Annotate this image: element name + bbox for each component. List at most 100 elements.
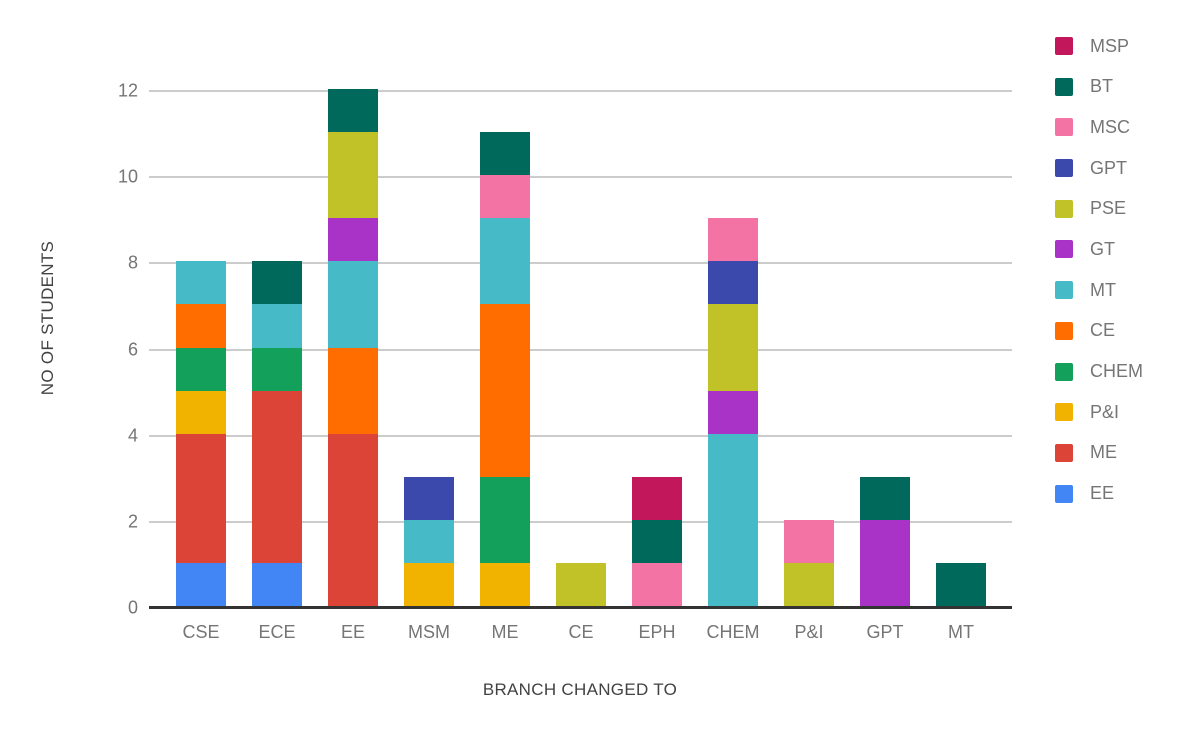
bar-ee [328,89,378,606]
legend-swatch-icon [1055,484,1073,503]
bar-segment-msc [708,218,758,262]
legend-swatch-icon [1055,240,1073,259]
legend-item-gt: GT [1055,238,1143,259]
legend-item-ee: EE [1055,483,1143,504]
bar-chem [708,218,758,606]
bar-segment-msp [632,476,682,520]
bar-segment-gt [708,390,758,434]
bar-segment-me [176,433,226,563]
legend-item-me: ME [1055,442,1143,463]
bar-segment-gt [860,519,910,606]
chart-legend: MSP BT MSC GPT PSE GT MT CE CHEM P&I ME EE [1055,35,1143,525]
bar-segment-msc [480,175,530,219]
legend-label: CE [1090,320,1116,341]
plot-area [149,89,1012,609]
x-axis-title: BRANCH CHANGED TO [482,680,678,699]
gridline-y-2 [149,520,1012,523]
legend-swatch-icon [1055,159,1073,178]
legend-item-pi: P&I [1055,401,1143,422]
bar-segment-bt [252,261,302,305]
legend-swatch-icon [1055,362,1073,381]
x-category-label-cse: CSE [182,622,220,642]
bar-segment-chem [176,347,226,391]
bar-pi [784,519,834,606]
bar-mt [936,562,986,606]
y-tick-label-4: 4 [127,425,138,446]
x-category-label-ce: CE [568,622,594,642]
bar-segment-chem [252,347,302,391]
bar-segment-me [252,390,302,563]
legend-swatch-icon [1055,199,1073,218]
legend-swatch-icon [1055,37,1073,55]
legend-item-gpt: GPT [1055,157,1143,178]
bar-segment-pse [784,562,834,606]
legend-label: BT [1090,76,1114,97]
gridline-y-10 [149,176,1012,179]
legend-swatch-icon [1055,443,1073,462]
bar-ce [556,562,606,606]
x-axis-line [149,606,1012,609]
bar-segment-msc [632,562,682,606]
bar-segment-me [328,433,378,606]
bar-segment-mt [708,433,758,606]
bar-segment-bt [328,89,378,133]
gridline-y-12 [149,90,1012,92]
x-category-label-ece: ECE [258,622,296,642]
x-category-label-chem: CHEM [706,622,760,642]
bar-segment-ee [252,562,302,606]
x-category-label-mt: MT [948,622,974,642]
legend-label: CHEM [1090,361,1143,381]
legend-item-mt: MT [1055,280,1143,300]
gridline-y-4 [149,434,1012,437]
bar-segment-pse [708,304,758,391]
x-category-label-msm: MSM [408,622,450,642]
bar-segment-mt [404,519,454,563]
legend-label: MSP [1090,35,1130,56]
bar-segment-bt [480,132,530,176]
x-category-label-gpt: GPT [866,622,904,642]
bar-segment-ce [480,304,530,477]
bar-me [480,132,530,606]
y-tick-label-12: 12 [117,80,138,101]
y-tick-label-8: 8 [127,252,138,273]
bar-eph [632,476,682,606]
bar-segment-pse [328,132,378,219]
legend-item-msp: MSP [1055,35,1143,56]
legend-label: MSC [1090,116,1130,137]
bar-ece [252,261,302,606]
legend-item-chem: CHEM [1055,361,1143,381]
y-tick-label-0: 0 [127,597,138,618]
legend-swatch-icon [1055,77,1073,96]
bar-segment-pse [556,562,606,606]
legend-label: P&I [1090,401,1120,422]
bar-segment-bt [632,519,682,563]
bar-segment-bt [936,562,986,606]
legend-label: GT [1090,238,1115,259]
legend-swatch-icon [1055,321,1073,340]
legend-item-ce: CE [1055,320,1143,341]
bar-segment-ce [328,347,378,434]
bar-segment-pi [480,562,530,606]
y-tick-label-2: 2 [127,511,138,532]
bar-segment-ee [176,562,226,606]
bar-segment-ce [176,304,226,348]
legend-label: EE [1090,483,1115,504]
x-category-label-ee: EE [340,622,365,642]
legend-item-msc: MSC [1055,116,1143,137]
bar-segment-mt [176,261,226,305]
bar-segment-gpt [404,476,454,520]
gridline-y-8 [149,262,1012,265]
bar-segment-gt [328,218,378,262]
bar-gpt [860,476,910,606]
x-category-label-pi: P&I [794,622,824,642]
bar-segment-pi [176,390,226,434]
legend-label: GPT [1090,157,1128,178]
bar-segment-mt [252,304,302,348]
gridline-y-6 [149,348,1012,351]
bar-segment-gpt [708,261,758,305]
legend-label: ME [1090,442,1117,463]
x-category-label-me: ME [491,622,519,642]
legend-swatch-icon [1055,281,1073,300]
legend-label: PSE [1090,198,1127,219]
bar-cse [176,261,226,606]
